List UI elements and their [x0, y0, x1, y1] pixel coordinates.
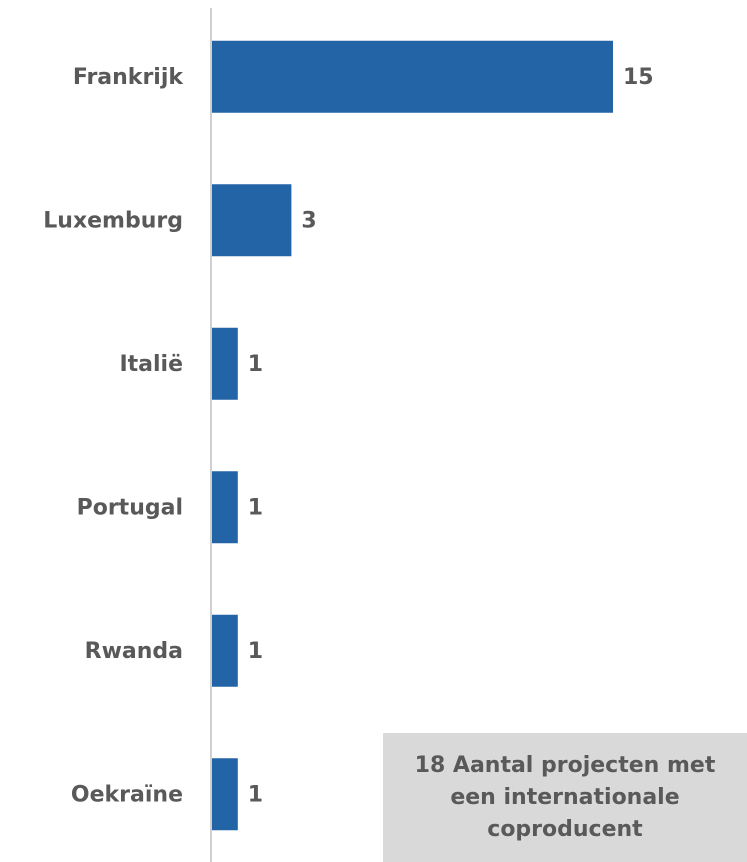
bar — [212, 184, 292, 257]
value-label: 15 — [623, 65, 654, 90]
bar — [212, 614, 238, 687]
value-label: 3 — [301, 208, 316, 233]
category-label: Italië — [119, 352, 183, 377]
annotation: 18 Aantal projecten met een internationa… — [383, 733, 747, 862]
category-label: Luxemburg — [43, 208, 183, 233]
value-label: 1 — [248, 782, 263, 807]
bar — [212, 758, 238, 831]
bar — [212, 327, 238, 400]
value-label: 1 — [248, 495, 263, 520]
value-label: 1 — [248, 352, 263, 377]
category-label: Portugal — [77, 495, 183, 520]
category-label: Frankrijk — [73, 65, 185, 90]
value-label: 1 — [248, 639, 263, 664]
category-label: Oekraïne — [71, 782, 183, 807]
category-label: Rwanda — [85, 639, 183, 664]
bar — [212, 471, 238, 544]
bar — [212, 40, 613, 113]
